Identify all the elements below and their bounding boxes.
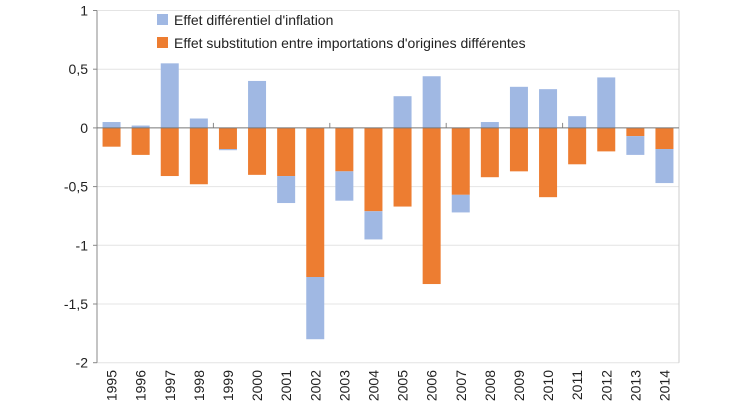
x-tick-label: 2008 [482,370,498,401]
x-tick-label: 2012 [598,370,614,401]
x-tick-label: 1995 [104,370,120,401]
bar-substitution-2009 [509,127,528,172]
bar-substitution-2014 [655,127,674,150]
x-tick-label: 1997 [162,370,178,401]
bar-inflation-2005 [393,96,412,128]
bar-substitution-2006 [422,127,441,285]
x-tick-label: 2013 [627,370,643,401]
x-tick-label: 2011 [569,370,585,400]
bar-substitution-1995 [102,127,121,147]
bar-substitution-2001 [277,127,296,177]
bar-inflation-2011 [568,116,587,128]
x-tick-label: 2000 [249,370,265,401]
bar-inflation-2007 [451,194,470,213]
bar-inflation-2013 [626,136,645,155]
x-tick-label: 2003 [336,370,352,401]
bar-inflation-1997 [160,63,179,128]
y-tick-label: -2 [76,355,89,371]
x-tick-label: 1999 [220,370,236,401]
bar-substitution-2010 [539,127,558,198]
bar-inflation-2006 [422,76,441,128]
x-tick-label: 1996 [133,370,149,401]
bar-substitution-1998 [189,127,208,185]
bar-inflation-2000 [248,80,267,128]
x-tick-label: 2009 [511,370,527,401]
bar-inflation-1995 [102,122,121,128]
bar-inflation-2001 [277,176,296,204]
bar-substitution-2002 [306,127,325,277]
legend-label-inflation: Effet différentiel d'inflation [174,12,333,28]
x-tick-label: 1998 [191,370,207,401]
bar-inflation-2004 [364,211,383,240]
y-tick-label: 0 [80,120,88,136]
bar-substitution-1999 [218,127,237,150]
bar-inflation-2002 [306,276,325,340]
bar-substitution-2013 [626,127,645,137]
y-tick-label: -1,5 [64,296,88,312]
x-tick-label: 2010 [540,370,556,401]
x-tick-label: 2005 [395,370,411,401]
bar-substitution-2011 [568,127,587,165]
legend: Effet différentiel d'inflation Effet sub… [157,12,526,51]
bar-inflation-2014 [655,149,674,184]
x-tick-label: 2014 [656,370,672,401]
y-tick-label: -1 [76,237,89,253]
bar-substitution-2007 [451,127,470,195]
bar-inflation-2003 [335,171,354,201]
x-tick-label: 2002 [307,370,323,401]
bar-inflation-2012 [597,77,616,128]
bar-inflation-2010 [539,89,558,128]
y-tick-label: 0,5 [69,61,89,77]
bar-inflation-1999 [218,149,237,151]
bar-substitution-1997 [160,127,179,177]
x-tick-label: 2007 [453,370,469,401]
x-tick-label: 2006 [424,370,440,401]
bar-substitution-2008 [480,127,499,178]
bar-inflation-1996 [131,125,150,128]
legend-label-substitution: Effet substitution entre importations d'… [174,35,526,51]
bar-inflation-2009 [509,86,528,128]
x-tick-label: 2004 [365,370,381,401]
legend-swatch-substitution [157,37,168,48]
y-tick-label: 1 [80,3,88,19]
bar-substitution-1996 [131,127,150,155]
bar-substitution-2003 [335,127,354,172]
x-tick-label: 2001 [278,370,294,401]
bar-substitution-2004 [364,127,383,212]
y-tick-label: -0,5 [64,179,88,195]
bar-inflation-2008 [480,122,499,128]
bar-substitution-2012 [597,127,616,152]
bar-substitution-2005 [393,127,412,207]
bar-inflation-1998 [189,118,208,128]
legend-swatch-inflation [157,14,168,25]
bar-substitution-2000 [248,127,267,175]
